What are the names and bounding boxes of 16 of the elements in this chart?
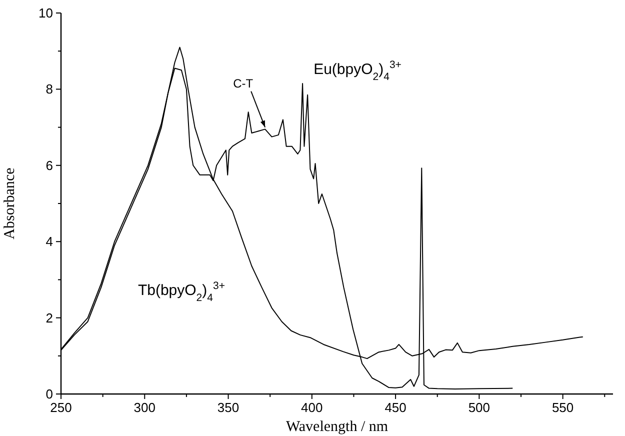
y-tick-label: 2	[46, 310, 53, 326]
y-tick-label: 10	[38, 6, 53, 20]
x-tick-label: 550	[552, 400, 574, 415]
x-tick-label: 300	[134, 400, 156, 415]
x-axis-title: Wavelength / nm	[286, 419, 388, 435]
y-axis-title: Absorbance	[2, 167, 18, 240]
y-tick-label: 8	[46, 82, 53, 97]
x-tick-label: 400	[301, 400, 323, 415]
x-tick-label: 450	[384, 400, 406, 415]
annotation: C-T	[233, 76, 254, 90]
x-tick-label: 350	[217, 400, 240, 415]
y-tick-label: 6	[46, 158, 53, 173]
x-tick-label: 250	[50, 400, 72, 415]
y-tick-label: 4	[46, 234, 53, 250]
x-tick-label: 500	[468, 400, 490, 415]
y-tick-label: 0	[46, 386, 53, 402]
